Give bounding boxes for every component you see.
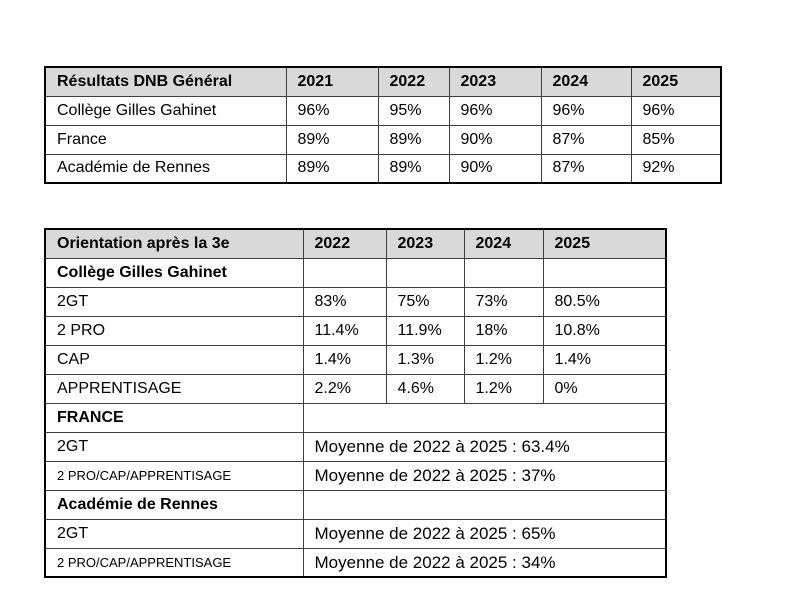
table-cell: 87% [540,153,632,184]
empty-cell [302,257,387,288]
table-row: Académie de Rennes 89% 89% 90% 87% 92% [44,153,722,184]
dnb-year-header-2025: 2025 [630,66,722,97]
orientation-year-header-2022: 2022 [302,228,387,259]
table-cell: 96% [448,95,542,126]
row-label: France [44,124,287,155]
table-cell: 89% [377,153,450,184]
table-row: France 89% 89% 90% 87% 85% [44,124,722,155]
dnb-year-header-2022: 2022 [377,66,450,97]
dnb-year-header-2024: 2024 [540,66,632,97]
empty-cell [542,257,667,288]
section-row: FRANCE [44,402,667,433]
table-cell: 10.8% [542,315,667,346]
orientation-header-row: Orientation après la 3e 2022 2023 2024 2… [44,228,667,259]
average-cell: Moyenne de 2022 à 2025 : 65% [302,518,667,549]
table-cell: 1.4% [302,344,387,375]
section-label-rennes: Académie de Rennes [44,489,304,520]
table-cell: 89% [285,153,379,184]
table-cell: 96% [540,95,632,126]
table-cell: 92% [630,153,722,184]
row-label: 2 PRO/CAP/APPRENTISAGE [44,547,304,578]
table-row: 2 PRO 11.4% 11.9% 18% 10.8% [44,315,667,346]
section-label-college: Collège Gilles Gahinet [44,257,304,288]
section-label-france: FRANCE [44,402,304,433]
table-cell: 90% [448,124,542,155]
dnb-results-table: Résultats DNB Général 2021 2022 2023 202… [44,66,722,184]
orientation-table-title: Orientation après la 3e [44,228,304,259]
table-row: 2GT Moyenne de 2022 à 2025 : 63.4% [44,431,667,462]
table-cell: 75% [385,286,465,317]
table-cell: 11.9% [385,315,465,346]
table-cell: 96% [630,95,722,126]
table-cell: 0% [542,373,667,404]
table-row: 2GT Moyenne de 2022 à 2025 : 65% [44,518,667,549]
row-label: Collège Gilles Gahinet [44,95,287,126]
table-cell: 2.2% [302,373,387,404]
table-row: Collège Gilles Gahinet 96% 95% 96% 96% 9… [44,95,722,126]
table-row: 2 PRO/CAP/APPRENTISAGE Moyenne de 2022 à… [44,460,667,491]
average-cell: Moyenne de 2022 à 2025 : 37% [302,460,667,491]
orientation-year-header-2024: 2024 [463,228,544,259]
dnb-year-header-2023: 2023 [448,66,542,97]
table-cell: 1.2% [463,373,544,404]
table-cell: 1.3% [385,344,465,375]
table-cell: 95% [377,95,450,126]
table-cell: 89% [285,124,379,155]
row-label: 2 PRO [44,315,304,346]
table-cell: 96% [285,95,379,126]
table-row: 2GT 83% 75% 73% 80.5% [44,286,667,317]
row-label: 2 PRO/CAP/APPRENTISAGE [44,460,304,491]
dnb-table-title: Résultats DNB Général [44,66,287,97]
table-cell: 80.5% [542,286,667,317]
dnb-year-header-2021: 2021 [285,66,379,97]
table-cell: 11.4% [302,315,387,346]
empty-cell [302,402,667,433]
table-cell: 1.2% [463,344,544,375]
row-label: 2GT [44,286,304,317]
empty-cell [302,489,667,520]
row-label: APPRENTISAGE [44,373,304,404]
table-cell: 73% [463,286,544,317]
table-cell: 89% [377,124,450,155]
table-cell: 4.6% [385,373,465,404]
section-row: Académie de Rennes [44,489,667,520]
row-label: Académie de Rennes [44,153,287,184]
table-cell: 87% [540,124,632,155]
average-cell: Moyenne de 2022 à 2025 : 34% [302,547,667,578]
table-row: 2 PRO/CAP/APPRENTISAGE Moyenne de 2022 à… [44,547,667,578]
table-cell: 1.4% [542,344,667,375]
table-cell: 18% [463,315,544,346]
orientation-year-header-2025: 2025 [542,228,667,259]
row-label: 2GT [44,518,304,549]
table-cell: 85% [630,124,722,155]
table-cell: 83% [302,286,387,317]
row-label: CAP [44,344,304,375]
empty-cell [463,257,544,288]
average-cell: Moyenne de 2022 à 2025 : 63.4% [302,431,667,462]
table-row: CAP 1.4% 1.3% 1.2% 1.4% [44,344,667,375]
orientation-year-header-2023: 2023 [385,228,465,259]
table-row: APPRENTISAGE 2.2% 4.6% 1.2% 0% [44,373,667,404]
dnb-header-row: Résultats DNB Général 2021 2022 2023 202… [44,66,722,97]
row-label: 2GT [44,431,304,462]
section-row: Collège Gilles Gahinet [44,257,667,288]
table-cell: 90% [448,153,542,184]
empty-cell [385,257,465,288]
orientation-table: Orientation après la 3e 2022 2023 2024 2… [44,228,667,578]
